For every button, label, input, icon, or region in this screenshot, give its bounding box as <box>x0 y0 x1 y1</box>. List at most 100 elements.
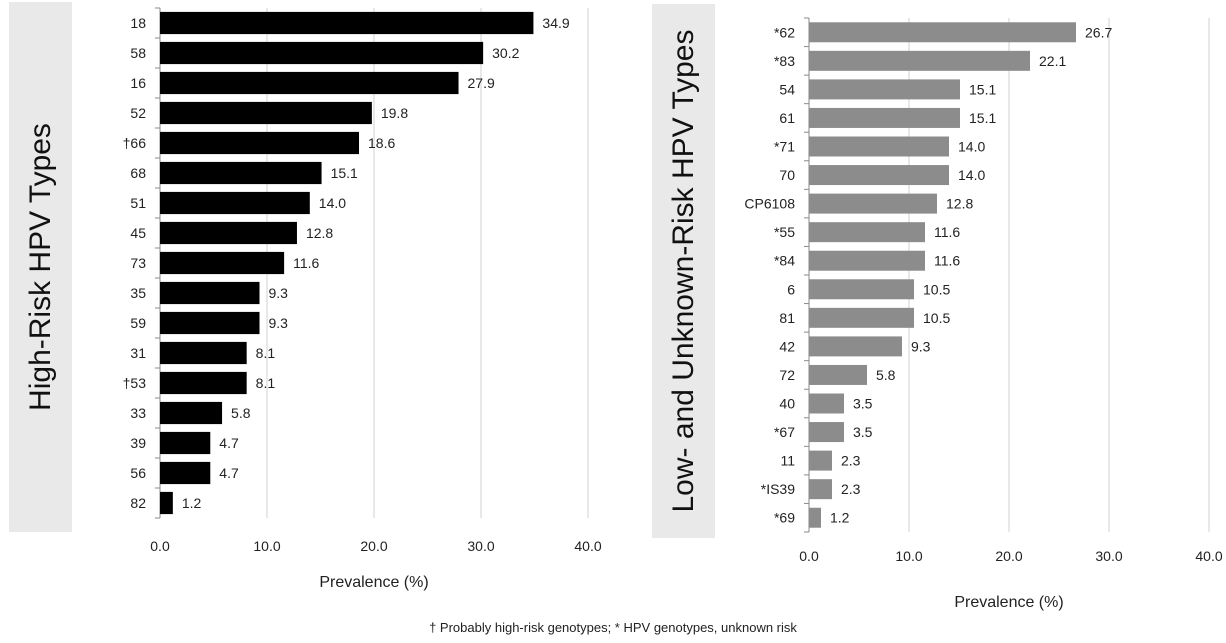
value-label: 34.9 <box>542 15 569 31</box>
value-label: 4.7 <box>219 435 239 451</box>
value-label: 26.7 <box>1085 24 1112 40</box>
bar <box>160 161 322 185</box>
bar <box>809 79 960 100</box>
bar <box>809 507 821 528</box>
value-label: 2.3 <box>841 481 861 497</box>
value-label: 1.2 <box>182 495 202 511</box>
category-label: 54 <box>779 81 795 97</box>
bar <box>809 250 925 271</box>
x-axis-title: Prevalence (%) <box>954 594 1063 611</box>
value-label: 1.2 <box>830 510 850 526</box>
category-label: 6 <box>787 281 795 297</box>
bar <box>160 461 211 485</box>
category-label: *62 <box>774 24 795 40</box>
value-label: 15.1 <box>969 110 996 126</box>
left-panel-label: High-Risk HPV Types <box>9 2 72 532</box>
value-label: 27.9 <box>468 75 495 91</box>
category-label: †66 <box>123 135 147 151</box>
bar <box>160 251 285 275</box>
value-label: 8.1 <box>256 345 276 361</box>
category-label: CP6108 <box>744 196 795 212</box>
category-label: *83 <box>774 53 795 69</box>
x-tick-label: 20.0 <box>995 548 1022 564</box>
category-label: 68 <box>130 165 146 181</box>
category-label: 73 <box>130 255 146 271</box>
footnote: † Probably high-risk genotypes; * HPV ge… <box>429 620 797 635</box>
value-label: 9.3 <box>269 315 289 331</box>
value-label: 14.0 <box>958 139 985 155</box>
value-label: 10.5 <box>923 281 950 297</box>
category-label: *67 <box>774 424 795 440</box>
value-label: 15.1 <box>969 81 996 97</box>
category-label: 56 <box>130 465 146 481</box>
x-tick-label: 10.0 <box>895 548 922 564</box>
value-label: 15.1 <box>331 165 358 181</box>
category-label: 58 <box>130 45 146 61</box>
x-tick-label: 0.0 <box>799 548 819 564</box>
value-label: 18.6 <box>368 135 395 151</box>
bar <box>809 107 960 128</box>
bar <box>160 41 484 65</box>
value-label: 9.3 <box>269 285 289 301</box>
bar <box>160 281 260 305</box>
bar <box>160 101 372 125</box>
value-label: 19.8 <box>381 105 408 121</box>
x-tick-label: 10.0 <box>253 538 280 554</box>
value-label: 2.3 <box>841 453 861 469</box>
low-unknown-risk-chart: *62 26.7 *83 22.1 54 15.1 61 15.1 *71 14.0 70 14.0 C… <box>744 17 1223 611</box>
x-tick-label: 20.0 <box>360 538 387 554</box>
category-label: 31 <box>130 345 146 361</box>
category-label: †53 <box>123 375 147 391</box>
value-label: 11.6 <box>293 255 319 271</box>
value-label: 11.6 <box>934 224 960 240</box>
bar <box>160 341 247 365</box>
x-tick-label: 40.0 <box>574 538 601 554</box>
bar <box>160 71 459 95</box>
x-tick-label: 0.0 <box>150 538 170 554</box>
category-label: 51 <box>130 195 146 211</box>
category-label: 70 <box>779 167 795 183</box>
bar <box>160 401 223 425</box>
category-label: 42 <box>779 338 795 354</box>
value-label: 30.2 <box>492 45 519 61</box>
bar <box>809 422 844 443</box>
value-label: 4.7 <box>219 465 239 481</box>
category-label: *71 <box>774 139 795 155</box>
bar <box>809 479 832 500</box>
bar <box>809 193 937 214</box>
category-label: 45 <box>130 225 146 241</box>
value-label: 3.5 <box>853 396 873 412</box>
value-label: 10.5 <box>923 310 950 326</box>
bar <box>809 165 949 186</box>
bar <box>160 221 297 245</box>
value-label: 3.5 <box>853 424 873 440</box>
category-label: 61 <box>779 110 795 126</box>
value-label: 8.1 <box>256 375 276 391</box>
category-label: 52 <box>130 105 146 121</box>
x-axis-title: Prevalence (%) <box>319 574 428 591</box>
category-label: 33 <box>130 405 146 421</box>
bar <box>160 311 260 335</box>
category-label: *84 <box>774 253 795 269</box>
bar <box>809 450 832 471</box>
value-label: 14.0 <box>958 167 985 183</box>
bar <box>160 11 534 35</box>
value-label: 12.8 <box>306 225 333 241</box>
right-panel-label: Low- and Unknown-Risk HPV Types <box>652 4 715 538</box>
category-label: 72 <box>779 367 795 383</box>
bar <box>809 393 844 414</box>
bar <box>809 364 867 385</box>
x-tick-label: 40.0 <box>1195 548 1222 564</box>
category-label: 11 <box>780 453 795 469</box>
category-label: 40 <box>779 396 795 412</box>
category-label: *69 <box>774 510 795 526</box>
category-label: *IS39 <box>761 481 795 497</box>
bar <box>809 136 949 157</box>
value-label: 12.8 <box>946 196 973 212</box>
bar <box>809 336 902 357</box>
category-label: 16 <box>130 75 146 91</box>
bar <box>809 279 914 300</box>
category-label: 18 <box>130 15 146 31</box>
high-risk-chart: 18 34.9 58 30.2 16 27.9 52 19.8 †66 18.6 68 15.1 51 1… <box>123 7 602 591</box>
